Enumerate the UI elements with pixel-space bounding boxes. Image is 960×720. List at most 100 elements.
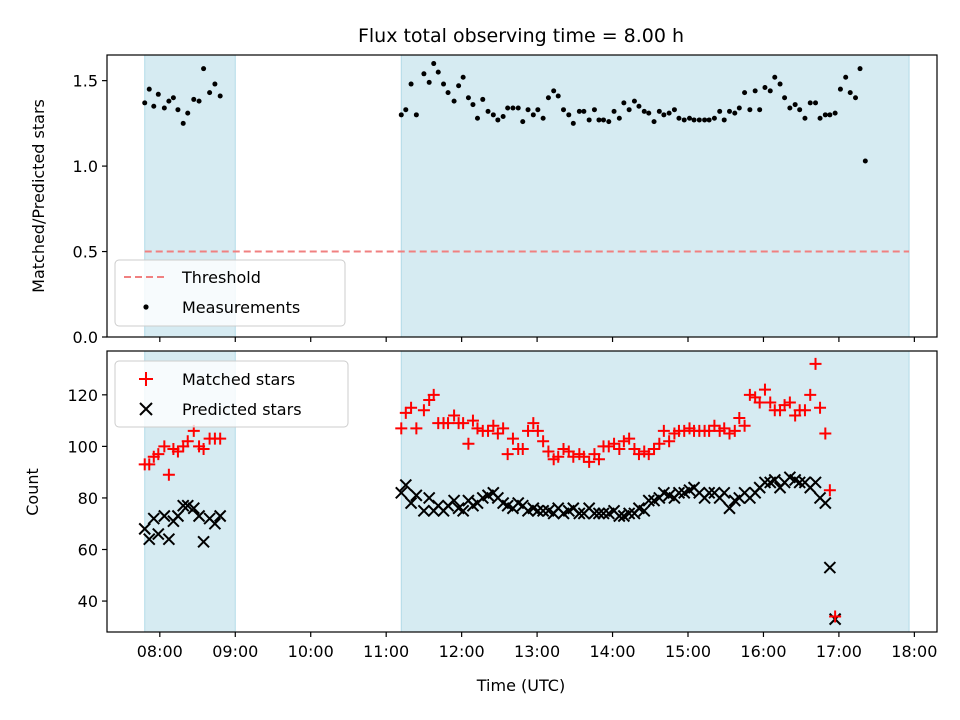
matched-point bbox=[466, 414, 479, 427]
measurement-point bbox=[626, 107, 632, 113]
measurements-legend-label: Measurements bbox=[182, 298, 300, 317]
matched-point bbox=[410, 422, 423, 435]
predicted-point bbox=[410, 489, 423, 502]
measurement-point bbox=[535, 107, 541, 113]
matched-point bbox=[399, 406, 412, 419]
predicted-point bbox=[823, 561, 837, 574]
x-tick-label: 12:00 bbox=[439, 642, 485, 661]
measurement-point bbox=[161, 105, 167, 111]
top-y-tick-label: 0.0 bbox=[73, 328, 98, 347]
x-tick-label: 08:00 bbox=[137, 642, 183, 661]
predicted-point bbox=[158, 509, 171, 523]
predicted-point bbox=[171, 509, 185, 523]
matched-point bbox=[395, 422, 408, 435]
matched-point bbox=[471, 422, 484, 435]
measurement-point bbox=[451, 98, 457, 104]
matched-point bbox=[783, 396, 796, 409]
measurement-point bbox=[782, 95, 788, 101]
matched-point bbox=[743, 388, 756, 401]
x-tick-label: 16:00 bbox=[740, 642, 786, 661]
measurement-point bbox=[736, 105, 742, 111]
measurement-point bbox=[591, 107, 597, 113]
measurement-point bbox=[180, 120, 186, 126]
predicted-point bbox=[404, 496, 418, 510]
matched-point bbox=[417, 404, 430, 417]
matched-point bbox=[617, 435, 630, 448]
bottom-y-axis-label: Count bbox=[23, 468, 42, 516]
measurement-point bbox=[596, 117, 602, 123]
measurement-point bbox=[151, 103, 157, 109]
measurement-point bbox=[495, 117, 501, 123]
predicted-point bbox=[147, 512, 160, 525]
top-axes-frame bbox=[106, 54, 938, 338]
measurement-point bbox=[212, 81, 218, 87]
measurement-point bbox=[435, 69, 441, 75]
predicted-point bbox=[758, 476, 772, 489]
measurement-point bbox=[155, 91, 161, 97]
matched-point bbox=[623, 432, 636, 445]
matched-point bbox=[531, 424, 544, 437]
measurement-point bbox=[474, 115, 480, 121]
measurement-point bbox=[555, 93, 561, 99]
predicted-point bbox=[592, 507, 606, 520]
measurement-point bbox=[752, 88, 758, 94]
matched-point bbox=[516, 442, 529, 455]
measurement-point bbox=[586, 117, 592, 123]
predicted-point bbox=[718, 486, 731, 499]
matched-point bbox=[829, 610, 842, 623]
predicted-point bbox=[192, 509, 206, 523]
matched-point bbox=[608, 437, 621, 450]
matched-point bbox=[753, 396, 766, 409]
predicted-point bbox=[642, 494, 655, 507]
matched-point bbox=[158, 440, 171, 453]
x-tick-label: 09:00 bbox=[212, 642, 258, 661]
measurement-point bbox=[727, 108, 732, 114]
measurement-point bbox=[862, 158, 868, 164]
matched-point bbox=[809, 357, 822, 370]
measurement-point bbox=[777, 81, 783, 87]
matched-point bbox=[723, 427, 736, 440]
matched-point bbox=[602, 440, 615, 453]
measurement-point bbox=[676, 115, 682, 121]
measurement-point bbox=[540, 115, 546, 121]
measurement-point bbox=[421, 71, 427, 77]
top-y-tick-label: 0.5 bbox=[73, 243, 98, 262]
predicted-point bbox=[187, 502, 200, 515]
matched-point bbox=[442, 417, 455, 430]
matched-point bbox=[653, 437, 666, 450]
top-y-axis-label: Matched/Predicted stars bbox=[29, 99, 48, 293]
predicted-point bbox=[143, 532, 156, 546]
measurement-point bbox=[721, 117, 727, 123]
predicted-point bbox=[819, 496, 832, 510]
predicted-legend-swatch bbox=[139, 402, 153, 416]
measurements-legend-swatch bbox=[143, 304, 149, 310]
matched-point bbox=[557, 442, 570, 455]
measurement-point bbox=[413, 112, 419, 118]
bottom-panel: 40 60 80 100 120 08:00 09:00 10:00 11:00 12:00 13:… bbox=[23, 350, 938, 661]
top-observing-window-2 bbox=[400, 54, 910, 338]
measurement-point bbox=[636, 103, 642, 109]
matched-point bbox=[542, 445, 555, 458]
predicted-point bbox=[588, 507, 601, 520]
matched-point bbox=[482, 424, 495, 437]
predicted-point bbox=[152, 527, 165, 541]
matched-point bbox=[577, 450, 590, 463]
measurement-point bbox=[792, 102, 798, 108]
matched-point bbox=[733, 412, 746, 425]
matched-point bbox=[491, 427, 504, 440]
matched-point bbox=[764, 396, 777, 409]
measurement-point bbox=[732, 110, 738, 116]
x-axis-label: Time (UTC) bbox=[476, 676, 565, 695]
predicted-point bbox=[536, 504, 550, 518]
measurement-point bbox=[490, 112, 496, 118]
measurement-point bbox=[170, 95, 176, 101]
measurement-point bbox=[201, 66, 207, 72]
measurement-point bbox=[696, 117, 702, 123]
measurement-point bbox=[185, 110, 191, 116]
measurement-point bbox=[166, 98, 172, 104]
matched-point bbox=[462, 437, 475, 450]
matched-point bbox=[708, 419, 721, 432]
matched-point bbox=[448, 409, 461, 422]
measurement-point bbox=[807, 100, 813, 106]
